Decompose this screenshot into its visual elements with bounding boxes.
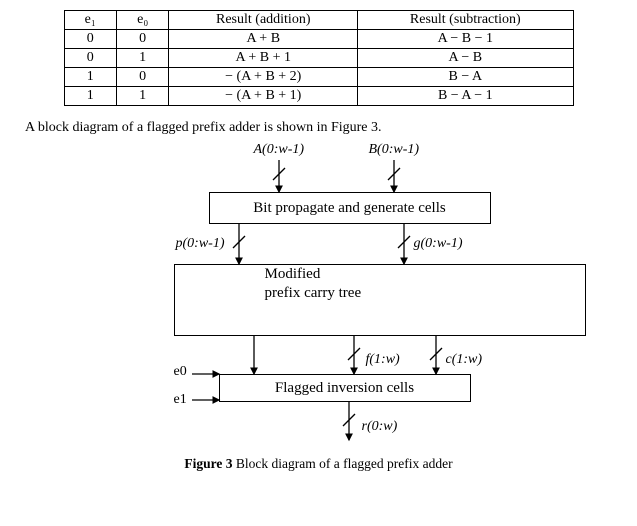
table: e₁ e₀ Result (addition) Result (subtract… [64,10,574,106]
label-e0: e0 [174,364,187,380]
label-e1: e1 [174,392,187,408]
table-header-row: e₁ e₀ Result (addition) Result (subtract… [64,11,573,30]
cell: − (A + B + 2) [169,68,358,87]
intro-text: A block diagram of a flagged prefix adde… [25,120,637,136]
label-r: r(0:w) [362,419,398,435]
cell: 0 [64,30,116,49]
label-c: c(1:w) [446,352,483,368]
figure-caption: Figure 3 Block diagram of a flagged pref… [104,456,534,472]
cell: − (A + B + 1) [169,87,358,106]
box2-line2: prefix carry tree [265,284,362,303]
cell: A − B − 1 [358,30,573,49]
box-prefix-tree: Modified prefix carry tree [174,264,586,336]
label-A: A(0:w-1) [254,142,305,158]
block-diagram: A(0:w-1) B(0:w-1) Bit propagate and gene… [104,142,534,492]
cell: 0 [116,68,168,87]
col-sub: Result (subtraction) [358,11,573,30]
box-flagged-inversion: Flagged inversion cells [219,374,471,402]
figure-title: Block diagram of a flagged prefix adder [233,456,453,471]
cell: A + B + 1 [169,49,358,68]
label-p: p(0:w-1) [176,236,225,252]
cell: 1 [64,87,116,106]
cell: B − A − 1 [358,87,573,106]
truth-table: e₁ e₀ Result (addition) Result (subtract… [64,10,574,106]
table-row: 1 0 − (A + B + 2) B − A [64,68,573,87]
cell: A − B [358,49,573,68]
cell: 0 [116,30,168,49]
box2-line1: Modified [265,265,321,284]
cell: 1 [116,49,168,68]
cell: A + B [169,30,358,49]
figure-number: Figure 3 [184,456,232,471]
label-B: B(0:w-1) [369,142,420,158]
cell: 1 [116,87,168,106]
cell: B − A [358,68,573,87]
table-row: 0 0 A + B A − B − 1 [64,30,573,49]
table-row: 1 1 − (A + B + 1) B − A − 1 [64,87,573,106]
col-e1: e₁ [64,11,116,30]
col-add: Result (addition) [169,11,358,30]
box-bit-propagate: Bit propagate and generate cells [209,192,491,224]
label-f: f(1:w) [366,352,400,368]
table-row: 0 1 A + B + 1 A − B [64,49,573,68]
label-g: g(0:w-1) [414,236,463,252]
col-e0: e₀ [116,11,168,30]
cell: 0 [64,49,116,68]
cell: 1 [64,68,116,87]
